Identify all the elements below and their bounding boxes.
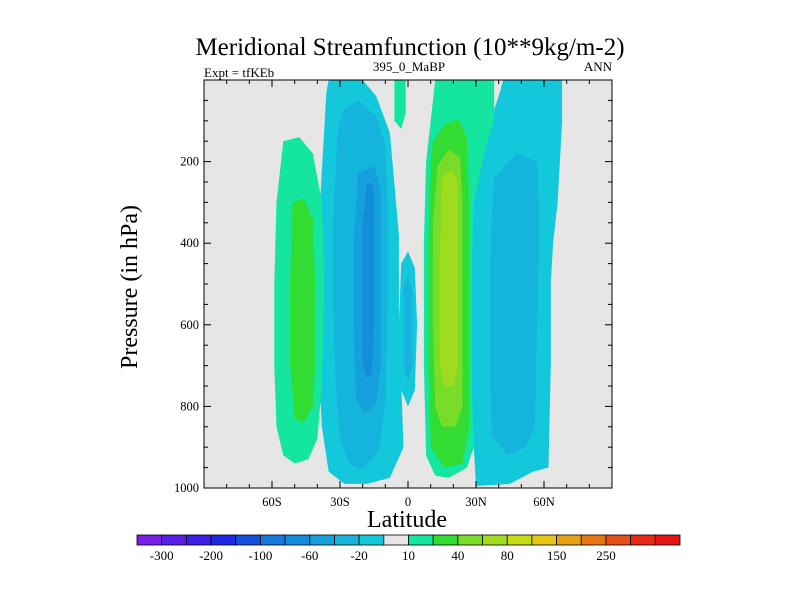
season-subtitle: ANN <box>584 59 613 74</box>
colorbar-swatch <box>630 534 656 546</box>
colorbar-label: 250 <box>596 548 616 563</box>
x-tick-label: 0 <box>405 495 411 509</box>
y-tick-label: 800 <box>180 399 199 413</box>
colorbar-swatch <box>260 534 286 546</box>
colorbar-swatch <box>605 534 632 546</box>
contour-region-4 <box>489 153 540 456</box>
x-tick-label: 30S <box>330 495 350 509</box>
x-axis: 60S 30S 0 30N 60N <box>226 80 590 509</box>
contour-region-14 <box>439 169 458 386</box>
colorbar-swatch <box>358 534 385 546</box>
colorbar-swatch <box>210 534 237 546</box>
plot-area: 60S 30S 0 30N 60N 200 400 600 800 1000 <box>174 79 613 509</box>
y-tick-label: 400 <box>180 236 199 250</box>
colorbar-swatch <box>654 534 681 546</box>
colorbar-swatch <box>482 534 508 546</box>
colorbar-labels: -300 -200 -100 -60 -20 10 40 80 150 250 <box>150 548 616 563</box>
colorbar <box>136 534 681 546</box>
colorbar-label: 10 <box>402 548 415 563</box>
time-subtitle: 395_0_MaBP <box>373 59 445 74</box>
colorbar-label: -200 <box>199 548 223 563</box>
colorbar-swatch <box>580 534 607 546</box>
colorbar-label: -100 <box>248 548 272 563</box>
colorbar-label: -60 <box>301 548 318 563</box>
y-tick-label: 600 <box>180 318 199 332</box>
contour-region-11 <box>290 198 316 423</box>
colorbar-label: 150 <box>547 548 567 563</box>
colorbar-swatch <box>284 534 311 546</box>
chart-title: Meridional Streamfunction (10**9kg/m-2) <box>195 34 624 61</box>
colorbar-label: -300 <box>150 548 174 563</box>
colorbar-swatch <box>334 534 360 546</box>
x-tick-label: 30N <box>465 495 487 509</box>
colorbar-swatch <box>383 534 409 546</box>
colorbar-label: 40 <box>451 548 464 563</box>
y-axis: 200 400 600 800 1000 <box>174 99 612 495</box>
y-axis-label: Pressure (in hPa) <box>117 205 143 369</box>
contour-region-5 <box>403 275 413 382</box>
x-axis-label: Latitude <box>367 507 447 533</box>
colorbar-swatch <box>506 534 533 546</box>
contour-region-7 <box>362 182 374 378</box>
y-tick-label: 200 <box>180 155 199 169</box>
experiment-subtitle: Expt = tfKEb <box>204 65 274 80</box>
contour-regions <box>274 80 563 486</box>
colorbar-swatch <box>309 534 335 546</box>
colorbar-label: 80 <box>501 548 514 563</box>
colorbar-swatch <box>136 534 163 546</box>
colorbar-swatch <box>432 534 459 546</box>
x-tick-label: 60N <box>533 495 555 509</box>
colorbar-swatch <box>531 534 557 546</box>
colorbar-swatch <box>457 534 483 546</box>
colorbar-label: -20 <box>350 548 367 563</box>
colorbar-swatch <box>185 534 212 546</box>
colorbar-swatch <box>235 534 261 546</box>
x-tick-label: 60S <box>262 495 282 509</box>
y-tick-label: 1000 <box>174 481 199 495</box>
contour-region-10 <box>394 80 406 129</box>
colorbar-swatch <box>556 534 582 546</box>
colorbar-swatch <box>161 534 187 546</box>
colorbar-swatch <box>408 534 434 546</box>
